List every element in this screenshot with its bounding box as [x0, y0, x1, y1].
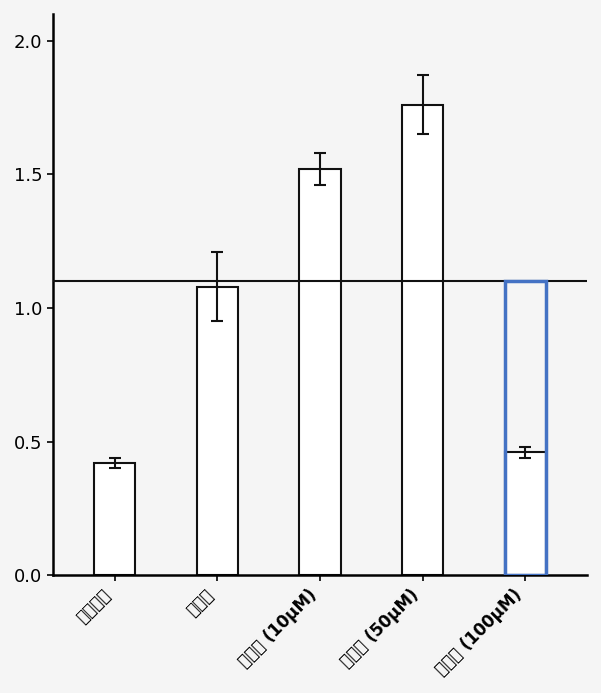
Bar	[299, 169, 341, 575]
Bar	[197, 287, 238, 575]
Bar	[94, 463, 135, 575]
Bar	[402, 105, 444, 575]
Bar	[505, 281, 546, 575]
Bar	[505, 453, 546, 575]
